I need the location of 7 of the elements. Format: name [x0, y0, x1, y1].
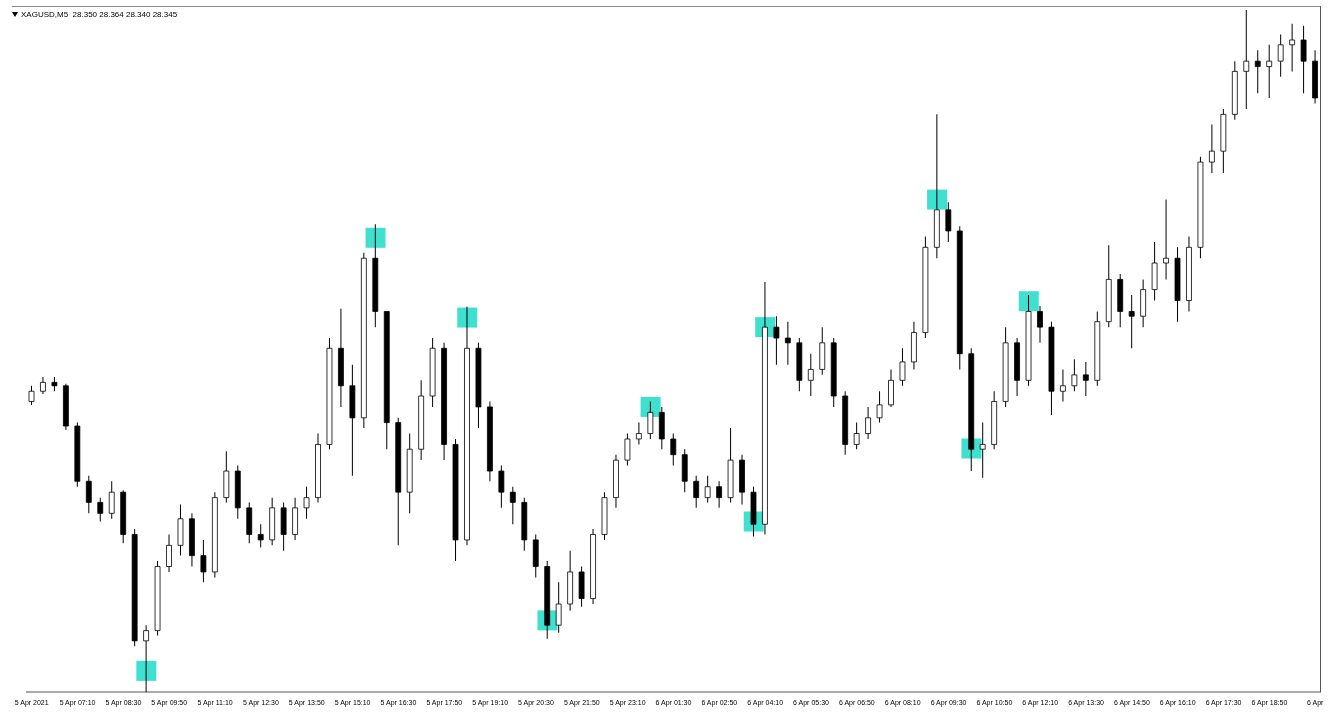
point [457, 307, 478, 328]
candlestick [1163, 199, 1169, 280]
point [927, 189, 948, 210]
point [136, 660, 157, 681]
chart-title: XAGUSD,M5 28.350 28.364 28.340 28.345 [21, 10, 178, 19]
point [1018, 291, 1039, 312]
point [365, 227, 386, 248]
